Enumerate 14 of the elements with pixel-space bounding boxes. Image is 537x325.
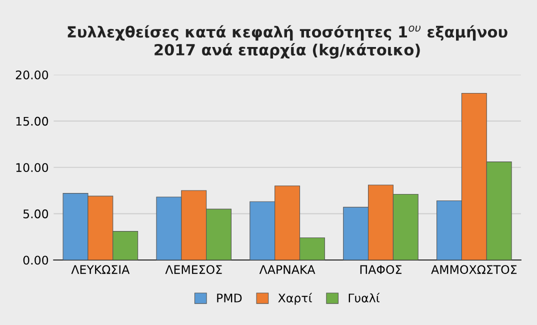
legend-label: Χαρτί	[278, 292, 312, 305]
legend-label: PMD	[217, 294, 242, 302]
y-tick-label: 10.00	[16, 163, 48, 172]
y-tick-label: 5.00	[23, 209, 48, 218]
y-tick-label: 0.00	[23, 256, 48, 265]
legend-label: Γυαλί	[348, 292, 380, 302]
x-tick-label: ΑΜΜΟΧΩΣΤΟΣ	[431, 265, 517, 274]
y-tick-label: 15.00	[16, 116, 48, 126]
x-tick-label: ΛΑΡΝΑΚΑ	[259, 265, 316, 274]
x-tick-label: ΛΕΥΚΩΣΙΑ	[71, 265, 130, 274]
chart-title: Συλλεχθείσες κατά κεφαλή ποσότητες 1$^{ου}$ εξαμήνου 2017 ανά επαρχία (kg/κάτοικο)	[68, 25, 508, 59]
y-tick-label: 20.00	[16, 70, 48, 80]
x-tick-label: ΛΕΜΕΣΟΣ	[165, 265, 222, 274]
x-tick-label: ΠΑΦΟΣ	[360, 265, 402, 274]
